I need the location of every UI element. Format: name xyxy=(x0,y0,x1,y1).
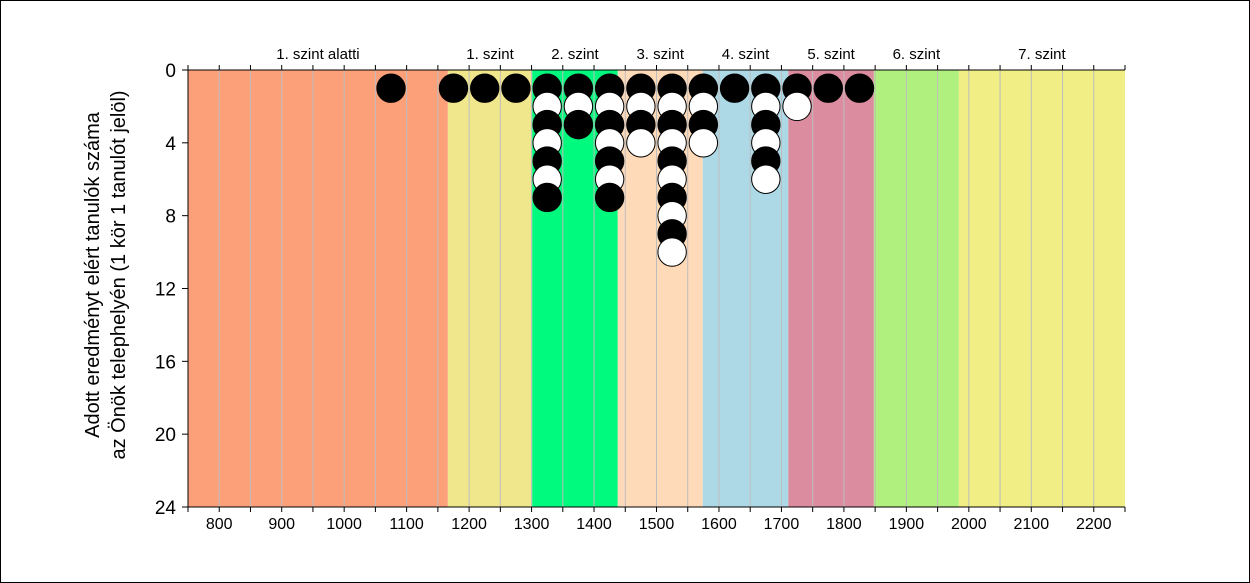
level-label: 1. szint alatti xyxy=(276,46,359,63)
y-axis-label-line-2: az Önök telephelyén (1 kör 1 tanulót jel… xyxy=(108,90,130,459)
level-label: 6. szint xyxy=(893,46,941,63)
x-tick-label: 2200 xyxy=(1076,516,1112,533)
x-tick-label: 800 xyxy=(206,516,233,533)
level-labels: 1. szint alatti 1. szint 2. szint 3. szint 4… xyxy=(276,46,1066,63)
student-dot-white xyxy=(782,91,812,122)
x-tick-label: 1700 xyxy=(764,516,800,533)
student-dot-black xyxy=(844,73,875,103)
x-tick-label: 1000 xyxy=(326,516,362,533)
level-band xyxy=(958,70,1125,507)
level-label: 5. szint xyxy=(807,46,855,63)
student-dot-black xyxy=(719,73,750,103)
student-dot-black xyxy=(594,182,625,213)
level-band xyxy=(788,70,874,507)
x-tick-label: 1500 xyxy=(639,516,675,533)
student-dot-white xyxy=(657,237,687,267)
dots xyxy=(376,73,875,267)
y-tick-label: 12 xyxy=(155,280,176,301)
student-dot-black xyxy=(438,73,469,103)
student-dot-black xyxy=(532,182,562,213)
student-dot-black xyxy=(376,73,406,103)
student-dot-black xyxy=(470,73,500,103)
y-tick-label: 4 xyxy=(165,134,176,155)
level-label: 4. szint xyxy=(722,46,770,63)
x-tick-label: 1400 xyxy=(576,516,612,533)
student-dot-black xyxy=(501,73,531,103)
y-tick-label: 20 xyxy=(155,425,176,446)
x-tick-label: 2100 xyxy=(1014,516,1050,533)
x-tick-label: 1800 xyxy=(826,516,862,533)
level-label: 1. szint xyxy=(466,46,514,63)
y-tick-label: 16 xyxy=(155,352,176,373)
axes: 800 900 1000 1100 1200 1300 1400 1500 1600 1700 18… xyxy=(155,61,1126,533)
x-tick-label: 900 xyxy=(268,516,295,533)
grid-lines xyxy=(218,70,1095,507)
level-label: 3. szint xyxy=(636,46,684,63)
student-dot-black xyxy=(563,109,594,140)
y-tick-label: 24 xyxy=(155,498,177,519)
x-tick-label: 1300 xyxy=(514,516,550,533)
student-dot-white xyxy=(626,128,656,158)
student-dot-white xyxy=(751,164,781,194)
y-tick-label: 0 xyxy=(165,61,176,82)
y-tick-label: 8 xyxy=(165,207,176,228)
x-tick-label: 1100 xyxy=(389,516,424,533)
x-tick-label: 1200 xyxy=(451,516,487,533)
y-axis-label-line-1: Adott eredményt elért tanulók száma xyxy=(82,111,104,438)
student-dot-black xyxy=(813,73,843,103)
level-band xyxy=(873,70,959,507)
level-label: 2. szint xyxy=(551,46,599,63)
x-tick-label: 2000 xyxy=(951,516,987,533)
student-dot-white xyxy=(688,128,719,158)
x-tick-label: 1900 xyxy=(889,516,925,533)
level-band xyxy=(188,70,448,507)
level-band xyxy=(447,70,533,507)
x-tick-label: 1600 xyxy=(701,516,737,533)
level-label: 7. szint xyxy=(1018,46,1066,63)
